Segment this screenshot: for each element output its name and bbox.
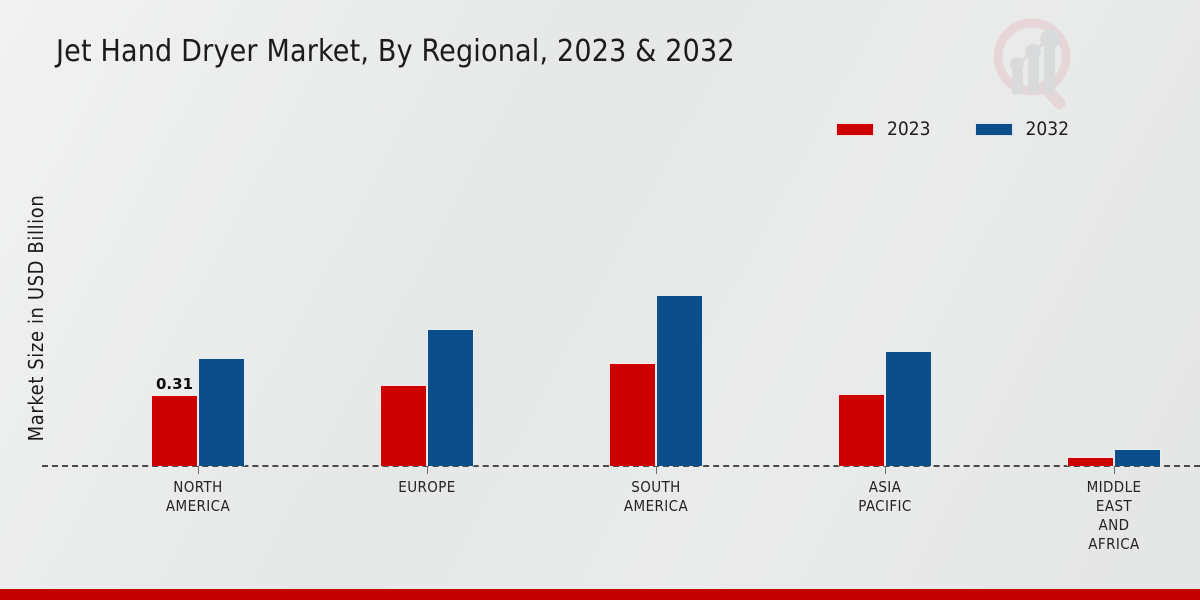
x-axis-category-label: MIDDLE EAST AND AFRICA xyxy=(1086,478,1142,553)
bar-value-label: 0.31 xyxy=(155,375,194,393)
x-axis: NORTH AMERICA EUROPE SOUTH AMERICA ASIA PAC… xyxy=(42,466,1200,576)
bar-2032[interactable] xyxy=(198,358,245,466)
bar-group: 0.31 xyxy=(151,150,245,466)
footer-strip xyxy=(0,589,1200,600)
x-axis-category-label: NORTH AMERICA xyxy=(165,478,231,515)
bar-group xyxy=(1067,150,1161,466)
x-axis-category-label: ASIA PACIFIC xyxy=(858,478,912,515)
bar-2023[interactable]: 0.31 xyxy=(151,375,198,466)
x-axis-tick xyxy=(656,466,657,474)
bar-2032[interactable] xyxy=(656,295,703,466)
bar-2032[interactable] xyxy=(1114,449,1161,466)
bar-2023[interactable] xyxy=(380,385,427,466)
x-axis-tick xyxy=(427,466,428,474)
legend-swatch-icon-2023 xyxy=(836,122,874,136)
legend-item-2023[interactable]: 2023 xyxy=(836,118,931,140)
x-axis-tick xyxy=(198,466,199,474)
bar-group xyxy=(838,150,932,466)
plot-area: 0.31 xyxy=(42,150,1200,470)
bar-2032[interactable] xyxy=(885,351,932,466)
market-research-future-logo-watermark xyxy=(982,12,1086,112)
x-axis-category-label: SOUTH AMERICA xyxy=(623,478,689,515)
bar-group xyxy=(380,150,474,466)
x-axis-category-label: EUROPE xyxy=(398,478,456,496)
bars-layer: 0.31 xyxy=(42,150,1200,466)
page-title: Jet Hand Dryer Market, By Regional, 2023… xyxy=(56,34,735,69)
legend-label-2032: 2032 xyxy=(1025,118,1070,140)
legend-swatch-icon-2032 xyxy=(974,122,1013,136)
legend-label-2023: 2023 xyxy=(887,118,931,140)
x-axis-tick xyxy=(1114,466,1115,474)
bar-group xyxy=(609,150,703,466)
bar-2032[interactable] xyxy=(427,329,474,466)
bar-2023[interactable] xyxy=(1067,457,1114,466)
x-axis-baseline xyxy=(42,465,1200,467)
x-axis-tick xyxy=(885,466,886,474)
bar-2023[interactable] xyxy=(838,394,885,466)
bar-2023[interactable] xyxy=(609,363,656,466)
legend-item-2032[interactable]: 2032 xyxy=(974,118,1070,140)
chart-legend: 2023 2032 xyxy=(836,118,1069,140)
